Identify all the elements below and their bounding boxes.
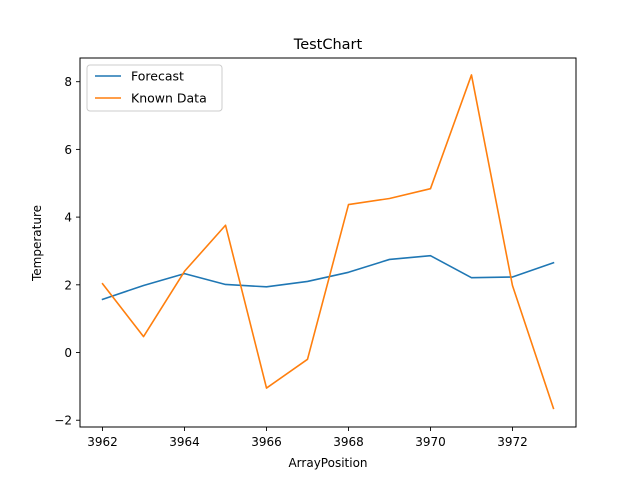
legend-entry: Known Data	[131, 91, 207, 106]
legend-entry: Forecast	[131, 69, 184, 84]
x-tick-label: 3970	[415, 435, 446, 449]
y-tick-label: 2	[64, 278, 72, 292]
plot-frame	[79, 57, 577, 428]
x-axis-label: ArrayPosition	[288, 456, 367, 470]
y-tick-label: 6	[64, 143, 72, 157]
series-line-forecast	[101, 254, 555, 301]
y-tick-label: −2	[54, 414, 72, 428]
legend: Forecast Known Data	[86, 64, 223, 112]
x-tick-label: 3962	[87, 435, 118, 449]
x-tick-label: 3968	[333, 435, 364, 449]
x-tick-label: 3964	[169, 435, 200, 449]
x-tick-label: 3966	[251, 435, 282, 449]
series-layer	[101, 74, 555, 410]
y-axis: −2 0 2 4 6 8	[54, 75, 80, 428]
y-tick-label: 0	[64, 346, 72, 360]
chart-title: TestChart	[293, 37, 363, 53]
y-axis-label: Temperature	[30, 205, 44, 282]
y-tick-label: 4	[64, 211, 72, 225]
x-tick-label: 3972	[497, 435, 528, 449]
series-line-known-data	[101, 74, 555, 410]
y-tick-label: 8	[64, 75, 72, 89]
x-axis: 3962 3964 3966 3968 3970 3972	[87, 427, 528, 449]
